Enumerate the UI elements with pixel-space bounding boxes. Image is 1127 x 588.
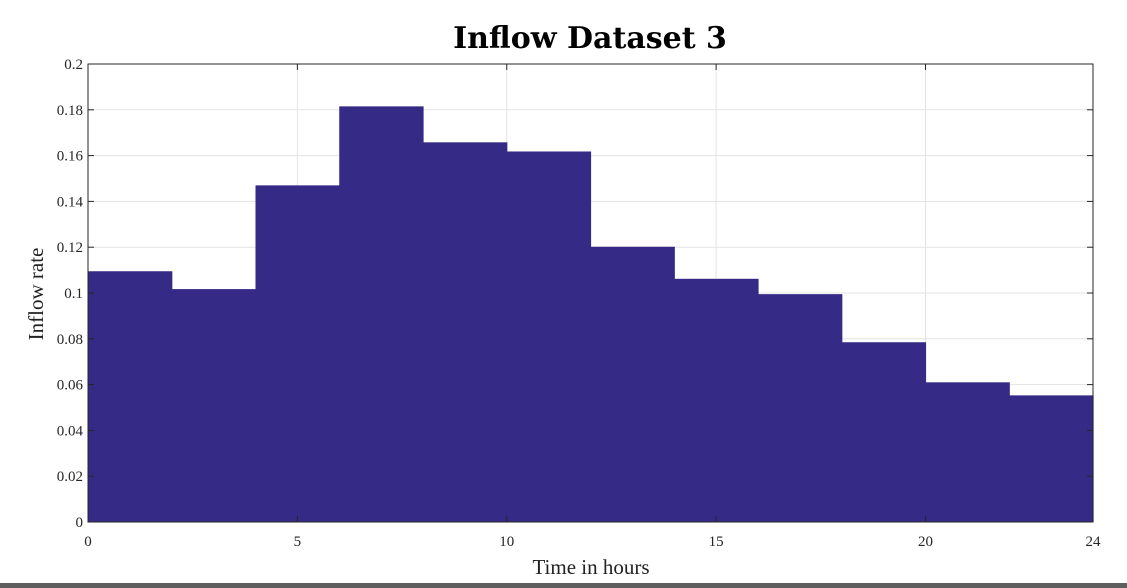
chart-title: Inflow Dataset 3 xyxy=(453,21,727,56)
x-tick-label: 10 xyxy=(499,534,514,550)
x-tick-label: 0 xyxy=(84,534,92,550)
x-tick-label: 15 xyxy=(709,534,724,550)
histogram-bars xyxy=(88,106,1094,523)
y-tick-label: 0.1 xyxy=(64,286,83,302)
y-tick-label: 0.08 xyxy=(57,332,83,348)
axes-frame xyxy=(87,63,1094,523)
window-bottom-border xyxy=(0,583,1127,588)
x-axis-label: Time in hours xyxy=(532,555,649,579)
y-tick-label: 0.04 xyxy=(57,423,84,439)
histogram-bar xyxy=(841,342,927,522)
histogram-bar xyxy=(1009,395,1094,522)
y-tick-label: 0.16 xyxy=(57,149,84,165)
histogram-bar xyxy=(171,289,257,522)
x-tick-label: 20 xyxy=(918,534,933,550)
histogram-bar xyxy=(255,185,340,522)
y-tick-label: 0.12 xyxy=(57,240,83,256)
y-tick-label: 0.14 xyxy=(57,194,84,210)
y-tick-label: 0.02 xyxy=(57,469,83,485)
histogram-bar xyxy=(925,382,1010,522)
y-tick-label: 0.18 xyxy=(57,103,83,119)
y-axis-label: Inflow rate xyxy=(24,248,48,341)
y-tick-label: 0.06 xyxy=(57,378,84,394)
y-tick-label: 0 xyxy=(76,515,84,531)
histogram-bar xyxy=(506,151,592,522)
x-tick-label: 24 xyxy=(1086,534,1102,550)
y-tick-label: 0.2 xyxy=(64,57,83,73)
histogram-bar xyxy=(590,246,675,522)
histogram-bar xyxy=(339,106,424,523)
histogram-bar xyxy=(758,294,843,522)
x-tick-label: 5 xyxy=(294,534,302,550)
tick-labels: 0 5 10 15 20 24 0 0.02 0.04 0.06 0.08 0.1 0.12 0.14 0.… xyxy=(57,57,1101,550)
histogram-bar xyxy=(423,142,508,522)
histogram-bar xyxy=(674,278,759,522)
histogram-bar xyxy=(88,271,173,522)
